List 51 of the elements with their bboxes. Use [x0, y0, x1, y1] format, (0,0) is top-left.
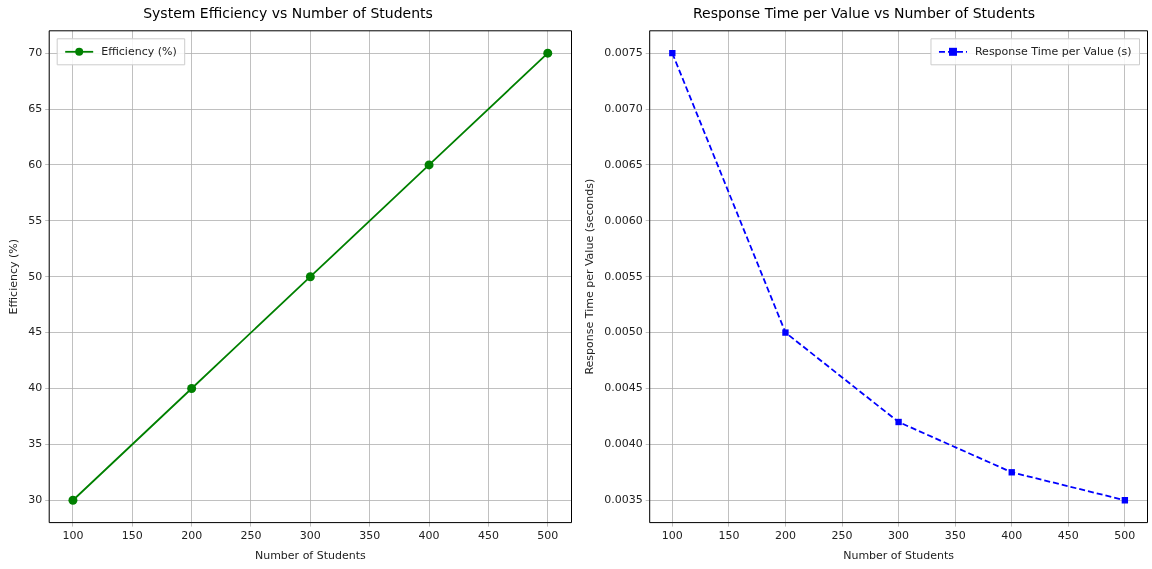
x-tick-label: 400 [1001, 529, 1023, 543]
y-tick-label: 0.0070 [604, 101, 643, 115]
y-tick-label: 65 [28, 101, 43, 115]
chart-title: System Efficiency vs Number of Students [143, 5, 433, 22]
y-tick-label: 0.0040 [604, 437, 643, 451]
y-tick-label: 60 [28, 157, 43, 171]
y-tick-label: 30 [28, 493, 43, 507]
x-tick-label: 450 [477, 529, 499, 543]
x-tick-label: 250 [240, 529, 262, 543]
y-tick-label: 0.0065 [604, 157, 643, 171]
x-tick-label: 250 [831, 529, 853, 543]
point [305, 272, 315, 282]
x-tick-label: 100 [661, 529, 683, 543]
y-tick-label: 0.0045 [604, 381, 643, 395]
y-tick-label: 35 [28, 437, 43, 451]
point [187, 383, 197, 393]
x-tick-label: 300 [299, 529, 321, 543]
y-tick-label: 0.0055 [604, 269, 643, 283]
x-tick-label: 200 [774, 529, 796, 543]
y-tick-label: 0.0060 [604, 213, 643, 227]
y-tick-label: 40 [28, 381, 43, 395]
x-tick-label: 450 [1057, 529, 1079, 543]
x-tick-label: 350 [359, 529, 381, 543]
y-tick-label: 45 [28, 325, 43, 339]
x-axis-title: Number of Students [843, 549, 955, 563]
point [895, 418, 902, 426]
y-tick-label: 0.0035 [604, 493, 643, 507]
x-tick-label: 200 [181, 529, 203, 543]
x-tick-label: 150 [718, 529, 740, 543]
y-axis-title: Response Time per Value (seconds) [583, 178, 597, 375]
y-tick-label: 55 [28, 213, 43, 227]
y-axis-title: Efficiency (%) [7, 238, 21, 315]
legend-label: Efficiency (%) [101, 44, 177, 58]
x-tick-label: 100 [62, 529, 84, 543]
y-tick-label: 0.0075 [604, 46, 643, 60]
x-tick-label: 150 [121, 529, 143, 543]
point [68, 495, 78, 505]
point [424, 160, 434, 170]
y-tick-label: 0.0050 [604, 325, 643, 339]
point [782, 329, 789, 336]
chart-title: Response Time per Value vs Number of Students [692, 5, 1036, 22]
x-tick-label: 300 [888, 529, 910, 543]
x-tick-label: 500 [537, 529, 559, 543]
y-tick-label: 70 [28, 46, 43, 60]
x-tick-label: 350 [944, 529, 966, 543]
point [543, 48, 553, 58]
x-tick-label: 400 [418, 529, 440, 543]
legend-label: Response Time per Value (s) [974, 44, 1132, 58]
y-tick-label: 50 [28, 269, 43, 283]
x-axis-title: Number of Students [254, 549, 367, 563]
x-tick-label: 500 [1114, 529, 1136, 543]
